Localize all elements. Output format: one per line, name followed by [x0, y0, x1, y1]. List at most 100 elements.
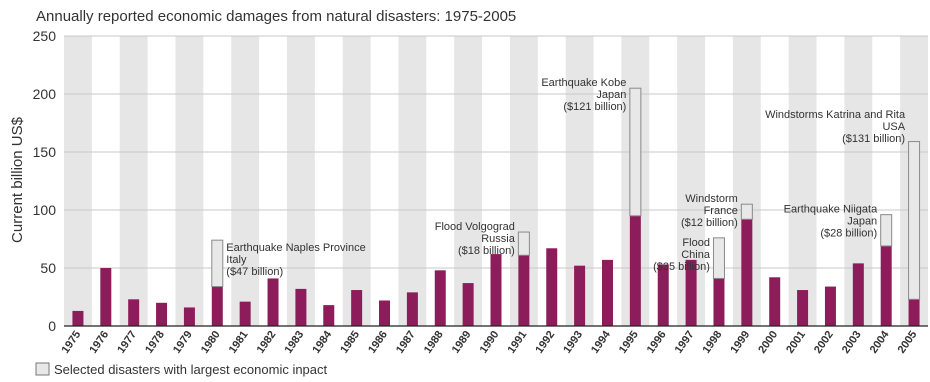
- annotation-label: Earthquake Naples Province: [226, 242, 365, 254]
- band: [343, 36, 371, 326]
- bar: [853, 263, 864, 326]
- x-tick-label: 2001: [784, 329, 808, 356]
- bar: [351, 290, 362, 326]
- x-tick-label: 1976: [87, 329, 111, 356]
- x-tick-label: 1992: [533, 329, 557, 356]
- x-tick-label: 2005: [896, 329, 920, 356]
- bar: [769, 277, 780, 326]
- x-tick-label: 1993: [561, 329, 585, 356]
- annotation-label: ($47 billion): [226, 266, 283, 278]
- annotation-label: USA: [882, 121, 905, 133]
- annotation-label: Russia: [481, 233, 516, 245]
- bar: [435, 270, 446, 326]
- bar: [268, 278, 279, 326]
- annotation-label: ($12 billion): [681, 217, 738, 229]
- x-tick-label: 1986: [366, 329, 390, 356]
- bar: [518, 255, 529, 326]
- x-tick-label: 1979: [171, 329, 195, 356]
- x-tick-label: 1977: [115, 329, 139, 356]
- legend-swatch: [36, 363, 49, 375]
- annotation-label: France: [704, 205, 738, 217]
- annotation-label: Flood: [682, 237, 710, 249]
- x-tick-label: 1989: [450, 329, 474, 356]
- y-tick-label: 250: [33, 28, 57, 44]
- y-tick-label: 150: [33, 144, 57, 160]
- bar: [881, 246, 892, 326]
- x-tick-label: 1978: [143, 329, 167, 356]
- y-tick-label: 50: [40, 260, 56, 276]
- x-tick-label: 1991: [505, 329, 529, 356]
- highlight-bar: [630, 88, 641, 216]
- bar: [602, 260, 613, 326]
- annotation-label: Italy: [226, 254, 247, 266]
- x-tick-label: 1984: [310, 328, 334, 356]
- highlight-bar: [741, 204, 752, 219]
- annotation-label: ($131 billion): [842, 133, 905, 145]
- x-tick-label: 1994: [589, 328, 613, 356]
- bar: [630, 216, 641, 326]
- annotation-label: ($28 billion): [820, 228, 877, 240]
- x-tick-label: 1982: [255, 329, 279, 356]
- bar: [658, 265, 669, 326]
- annotation-label: ($18 billion): [458, 245, 515, 257]
- bar: [295, 289, 306, 326]
- bar: [240, 302, 251, 326]
- band: [398, 36, 426, 326]
- bar: [100, 268, 111, 326]
- band: [120, 36, 148, 326]
- annotation-label: Windstorms Katrina and Rita: [765, 109, 906, 121]
- legend: Selected disasters with largest economic…: [36, 362, 328, 377]
- band: [175, 36, 203, 326]
- band: [64, 36, 92, 326]
- annotation-label: ($121 billion): [563, 101, 626, 113]
- highlight-bar: [881, 215, 892, 246]
- bar: [491, 254, 502, 326]
- legend-label: Selected disasters with largest economic…: [54, 362, 328, 377]
- bar: [741, 219, 752, 326]
- x-tick-label: 1985: [338, 329, 362, 356]
- band: [287, 36, 315, 326]
- annotation-label: Earthquake Niigata: [784, 204, 878, 216]
- band: [789, 36, 817, 326]
- band: [454, 36, 482, 326]
- highlight-bar: [909, 142, 920, 300]
- band: [231, 36, 259, 326]
- x-tick-label: 2003: [840, 329, 864, 356]
- annotation-label: ($35 billion): [653, 261, 710, 273]
- bar: [379, 300, 390, 326]
- x-tick-label: 1980: [199, 329, 223, 356]
- bar: [407, 292, 418, 326]
- bar: [713, 278, 724, 326]
- y-tick-labels: 0 50 100 150 200 250: [33, 28, 57, 334]
- annotation-label: China: [681, 249, 711, 261]
- bar: [797, 290, 808, 326]
- bar: [212, 287, 223, 326]
- x-tick-label: 1983: [282, 329, 306, 356]
- bar: [184, 307, 195, 326]
- y-tick-label: 100: [33, 202, 57, 218]
- y-tick-label: 200: [33, 86, 57, 102]
- bar: [574, 266, 585, 326]
- annotation-label: Japan: [596, 89, 626, 101]
- bar: [909, 299, 920, 326]
- bar: [323, 305, 334, 326]
- x-tick-label: 1995: [617, 329, 641, 356]
- bar: [825, 287, 836, 326]
- x-tick-label: 1975: [60, 329, 84, 356]
- x-tick-label: 2002: [812, 329, 836, 356]
- highlight-bar: [212, 240, 223, 286]
- annotation-label: Windstorm: [685, 193, 738, 205]
- x-tick-label: 1990: [478, 329, 502, 356]
- highlight-bar: [518, 232, 529, 255]
- x-tick-label: 1987: [394, 329, 418, 356]
- x-tick-label: 1981: [227, 329, 251, 356]
- annotation-label: Japan: [847, 216, 877, 228]
- x-tick-labels: 1975 1976 1977 1978 1979 1980 1981 1982 1983 1984…: [60, 328, 920, 356]
- y-axis-label: Current billion US$: [9, 116, 26, 243]
- annotation-label: Earthquake Kobe: [541, 77, 626, 89]
- bar: [546, 248, 557, 326]
- x-tick-label: 2000: [756, 329, 780, 356]
- annotation-label: Flood Volgograd: [435, 221, 515, 233]
- x-tick-label: 1998: [701, 329, 725, 356]
